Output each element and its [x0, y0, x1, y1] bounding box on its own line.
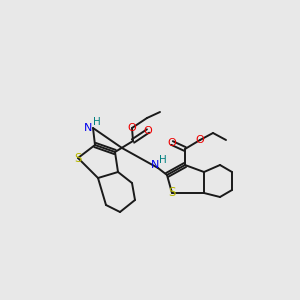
Text: N: N — [151, 160, 159, 170]
Text: O: O — [196, 135, 204, 145]
Text: N: N — [84, 123, 92, 133]
Text: O: O — [144, 126, 152, 136]
Text: O: O — [168, 138, 176, 148]
Text: H: H — [93, 117, 101, 127]
Text: S: S — [74, 152, 82, 164]
Text: H: H — [159, 155, 167, 165]
Text: S: S — [168, 187, 176, 200]
Text: O: O — [128, 123, 136, 133]
